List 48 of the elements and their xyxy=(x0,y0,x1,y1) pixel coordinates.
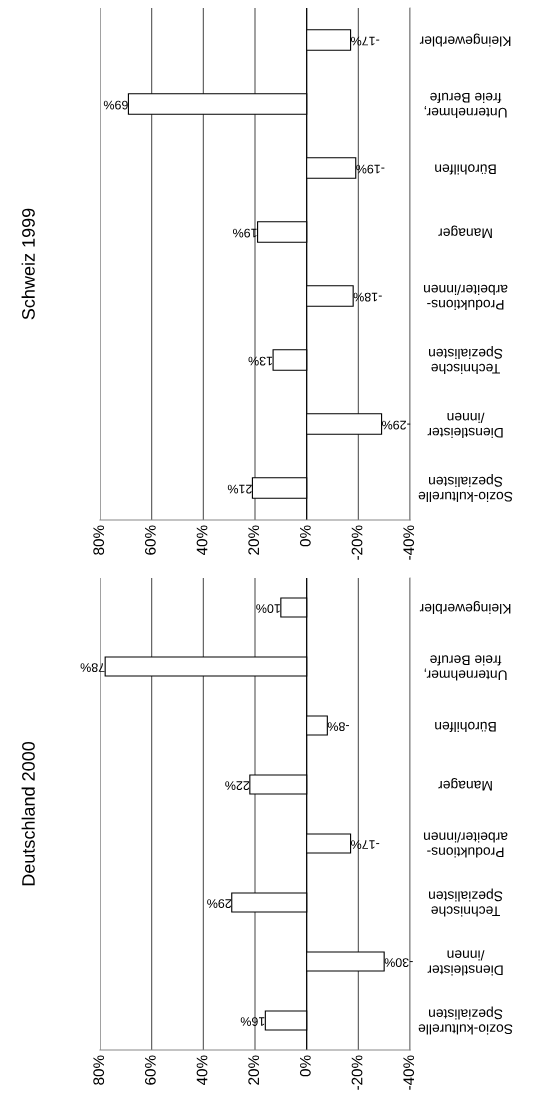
x-tick-label: 60% xyxy=(144,1055,156,1085)
x-tick-label: -40% xyxy=(403,1055,415,1090)
data-label: -17% xyxy=(351,840,380,849)
data-label: 78% xyxy=(80,663,105,672)
x-tick-label: 0% xyxy=(299,525,311,547)
y-tick-label: Technische Spezialisten xyxy=(429,346,503,374)
x-tick-label: 40% xyxy=(196,1055,208,1086)
data-label: -17% xyxy=(351,36,380,46)
text: Deutschland 2000 xyxy=(21,741,35,886)
data-label: -30% xyxy=(384,958,413,967)
data-label: 16% xyxy=(240,1017,265,1026)
y-tick-label: Kleingewerbler xyxy=(419,33,511,47)
data-label: 22% xyxy=(225,781,250,790)
y-tick-label: Manager xyxy=(438,778,492,791)
y-tick-label: Sozio-kulturelle Spezialisten xyxy=(418,474,513,502)
data-label: 69% xyxy=(103,100,128,110)
text: Schweiz 1999 xyxy=(21,208,35,320)
x-tick-label: -20% xyxy=(351,1055,363,1090)
y-tick-label: Unternehmer, freie Berufe xyxy=(424,92,507,118)
y-tick-label: Bürohilfen xyxy=(435,164,496,175)
x-tick-label: -20% xyxy=(351,525,363,560)
y-tick-label: Produktions- arbeiter/innen xyxy=(423,832,508,858)
x-tick-label: 20% xyxy=(248,525,260,555)
x-tick-label: 80% xyxy=(93,1055,105,1085)
data-label: -8% xyxy=(327,722,350,731)
x-tick-label: 40% xyxy=(196,525,208,556)
x-tick-label: 60% xyxy=(144,525,156,555)
data-label: 10% xyxy=(256,604,280,613)
y-tick-label: Produktions- arbeiter/innen xyxy=(423,284,508,310)
y-tick-label: Dienstleister /innen xyxy=(427,950,503,976)
x-tick-label: 0% xyxy=(299,1055,311,1077)
y-tick-label: Manager xyxy=(438,225,492,238)
x-tick-label: 20% xyxy=(248,1055,260,1085)
data-label: 29% xyxy=(207,899,232,908)
y-tick-label: Unternehmer, freie Berufe xyxy=(424,655,507,681)
y-tick-label: Dienstleister /innen xyxy=(427,412,503,438)
data-label: -29% xyxy=(382,420,411,430)
data-label: 13% xyxy=(248,356,273,366)
y-tick-label: Kleingewerbler xyxy=(419,601,511,614)
data-label: -19% xyxy=(356,164,385,174)
data-label: 19% xyxy=(233,228,257,238)
y-tick-label: Technische Spezialisten xyxy=(429,888,503,917)
data-label: 21% xyxy=(227,484,252,494)
y-tick-label: Bürohilfen xyxy=(435,721,496,732)
y-tick-label: Sozio-kulturelle Spezialisten xyxy=(418,1006,513,1035)
x-tick-label: 80% xyxy=(93,525,105,555)
x-tick-label: -40% xyxy=(403,525,415,560)
data-label: -18% xyxy=(353,292,382,302)
